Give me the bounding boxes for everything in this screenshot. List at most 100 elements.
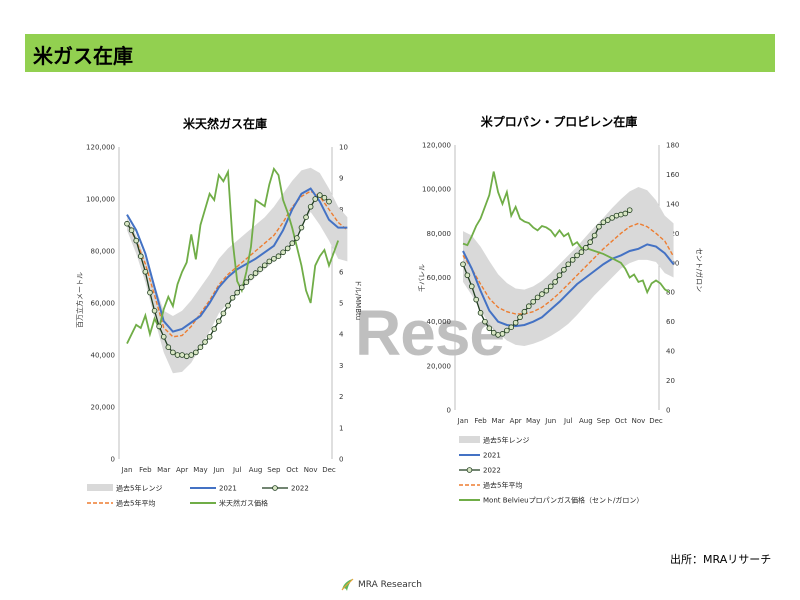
chart1-marker-2022 xyxy=(294,235,300,241)
chart1-marker-2022 xyxy=(133,237,139,244)
chart1-x-tick-label-sep: Sep xyxy=(267,466,281,474)
chart2-marker-2022 xyxy=(508,324,515,330)
chart1-marker-2022 xyxy=(248,274,254,280)
chart1-legend-label-range: 過去5年レンジ xyxy=(116,484,162,493)
chart2-y2-tick-label: 20 xyxy=(666,377,675,385)
chart1-marker-2022 xyxy=(124,220,130,227)
chart1-legend-label-y2021: 2021 xyxy=(219,485,237,493)
chart1-marker-2022 xyxy=(193,349,199,356)
page-header-bar: 米ガス在庫 xyxy=(25,34,775,72)
chart1-x-tick-label-apr: Apr xyxy=(176,466,188,474)
chart1-x-tick-label-aug: Aug xyxy=(249,466,263,474)
chart2-marker-2022 xyxy=(464,272,471,279)
chart1-line-2021 xyxy=(126,187,348,333)
chart2-marker-2022 xyxy=(552,279,558,285)
chart1-marker-2022 xyxy=(206,333,213,340)
chart1-marker-2022 xyxy=(216,318,222,325)
chart2-marker-2022 xyxy=(569,257,576,263)
chart2-title: 米プロパン・プロピレン在庫 xyxy=(481,114,638,129)
chart1-marker-2022 xyxy=(183,353,190,360)
chart1-y-axis-title: 百万立方メートル xyxy=(75,272,84,328)
chart1-legend-swatch-range xyxy=(87,484,113,491)
chart1-marker-2022 xyxy=(298,224,305,231)
chart1-marker-2022 xyxy=(252,270,259,276)
chart1-marker-2022 xyxy=(188,352,195,358)
chart2-marker-2022 xyxy=(517,314,523,321)
chart1-marker-2022 xyxy=(312,196,319,202)
chart2-x-tick-label-apr: Apr xyxy=(510,417,522,425)
chart2-marker-2022 xyxy=(556,272,563,279)
chart1-marker-2022 xyxy=(179,352,185,358)
chart2-x-tick-label-mar: Mar xyxy=(491,417,504,425)
chart2-legend-label-range: 過去5年レンジ xyxy=(483,436,529,445)
chart2-y2-tick-label: 80 xyxy=(666,289,675,297)
chart1-marker-2022 xyxy=(202,339,208,345)
chart2-y2-tick-label: 60 xyxy=(666,318,675,326)
chart1-legend-label-y2022: 2022 xyxy=(291,485,309,493)
chart2-marker-2022 xyxy=(609,215,615,221)
chart2-marker-2022 xyxy=(587,239,594,245)
chart1-legend-marker-2022 xyxy=(272,485,278,491)
chart2-y2-axis-title: セント/ガロン xyxy=(695,248,704,292)
chart2-y-tick-label: 20,000 xyxy=(427,362,452,370)
chart2-marker-2022 xyxy=(499,331,506,337)
chart2-x-tick-label-jul: Jul xyxy=(563,417,573,425)
chart2-legend-swatch-range xyxy=(459,436,480,443)
chart2-price-line xyxy=(462,171,670,295)
chart1-y2-tick-label: 2 xyxy=(339,393,343,401)
chart2-marker-2022 xyxy=(600,219,607,226)
chart2-legend-marker-2022 xyxy=(466,467,473,473)
chart2-x-tick-label-feb: Feb xyxy=(474,417,487,425)
chart1-x-tick-label-mar: Mar xyxy=(157,466,170,474)
chart2-y2-tick-label: 160 xyxy=(666,171,679,179)
chart1-y2-tick-label: 9 xyxy=(339,175,343,183)
chart2-legend-label-avg: 過去5年平均 xyxy=(483,481,522,490)
chart1-y-tick-label: 20,000 xyxy=(91,404,116,412)
chart2-marker-2022 xyxy=(604,217,611,223)
chart2-marker-2022 xyxy=(521,308,528,315)
chart1-marker-2022 xyxy=(280,249,286,256)
chart2-y2-tick-label: 0 xyxy=(666,407,670,415)
chart1-marker-2022 xyxy=(271,255,277,262)
chart1-y2-tick-label: 1 xyxy=(339,424,343,432)
chart2-marker-2022 xyxy=(530,298,536,305)
chart2-line-2021 xyxy=(462,243,675,328)
chart1-marker-2022 xyxy=(137,253,144,260)
chart2-x-tick-label-jun: Jun xyxy=(544,417,556,425)
chart1-marker-2022 xyxy=(261,262,268,269)
chart1-marker-2022 xyxy=(234,289,240,296)
chart2-legend-label-price: Mont Belvieuプロパンガス価格（セント/ガロン） xyxy=(483,496,643,505)
chart2-marker-2022 xyxy=(482,318,488,325)
chart2-marker-2022 xyxy=(512,319,519,326)
chart1-y2-tick-label: 6 xyxy=(339,268,344,276)
chart1-x-tick-label-jun: Jun xyxy=(212,466,224,474)
chart2-marker-2022 xyxy=(534,294,541,301)
chart2-marker-2022 xyxy=(539,291,545,297)
chart2-marker-2022 xyxy=(468,283,475,290)
chart2-x-tick-label-sep: Sep xyxy=(597,417,611,425)
chart1-marker-2022 xyxy=(303,214,309,221)
chart2-y-tick-label: 40,000 xyxy=(427,318,452,326)
chart1-marker-2022 xyxy=(326,198,332,205)
chart1-marker-2022 xyxy=(147,289,153,296)
chart1-marker-2022 xyxy=(220,310,227,317)
chart1-y2-tick-label: 10 xyxy=(339,144,348,152)
chart1-marker-2022 xyxy=(170,349,176,356)
chart2-marker-2022 xyxy=(525,303,532,310)
chart2-y-tick-label: 80,000 xyxy=(427,230,452,238)
chart2-y2-tick-label: 180 xyxy=(666,142,679,150)
chart1-marker-2022 xyxy=(266,258,273,265)
chart1-marker-2022 xyxy=(225,302,231,309)
chart2-marker-2022 xyxy=(591,232,598,239)
leaf-logo-icon xyxy=(341,578,354,591)
chart1-marker-2022 xyxy=(307,204,314,210)
chart2-marker-2022 xyxy=(490,329,497,336)
chart2-marker-2022 xyxy=(477,310,484,316)
chart1-marker-2022 xyxy=(165,344,172,351)
chart2-marker-2022 xyxy=(543,287,550,294)
chart1-x-tick-label-may: May xyxy=(193,466,207,474)
chart1-marker-2022 xyxy=(156,323,162,330)
chart1-marker-2022 xyxy=(151,307,158,314)
chart1-marker-2022 xyxy=(243,279,250,286)
